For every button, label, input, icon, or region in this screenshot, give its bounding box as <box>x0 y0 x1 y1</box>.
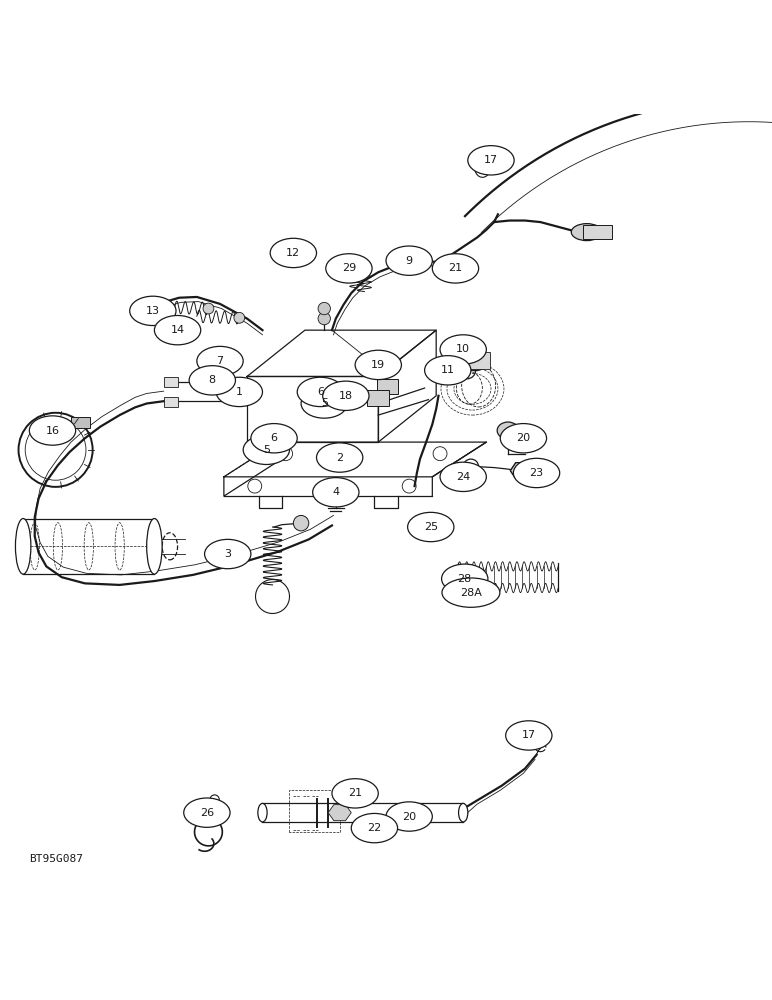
Text: 23: 23 <box>530 468 543 478</box>
Circle shape <box>161 302 171 312</box>
Text: 26: 26 <box>200 808 214 818</box>
Ellipse shape <box>506 721 552 750</box>
Circle shape <box>293 515 309 531</box>
Polygon shape <box>328 805 351 821</box>
Ellipse shape <box>317 443 363 472</box>
Ellipse shape <box>500 424 547 453</box>
Bar <box>164 377 178 387</box>
Text: 16: 16 <box>46 426 59 436</box>
Text: 2: 2 <box>336 453 344 463</box>
Text: 12: 12 <box>286 248 300 258</box>
Text: 28: 28 <box>458 574 472 584</box>
Bar <box>71 417 90 428</box>
Ellipse shape <box>205 539 251 569</box>
Ellipse shape <box>513 458 560 488</box>
Ellipse shape <box>301 389 347 418</box>
Ellipse shape <box>571 224 602 241</box>
Text: 10: 10 <box>456 344 470 354</box>
Ellipse shape <box>197 346 243 376</box>
Ellipse shape <box>497 422 519 439</box>
Ellipse shape <box>313 478 359 507</box>
Ellipse shape <box>216 377 262 407</box>
Bar <box>459 352 490 369</box>
Ellipse shape <box>251 424 297 453</box>
Text: 9: 9 <box>405 256 413 266</box>
Polygon shape <box>510 463 532 479</box>
Text: 1: 1 <box>235 387 243 397</box>
Ellipse shape <box>130 296 176 326</box>
Ellipse shape <box>468 146 514 175</box>
Text: 5: 5 <box>320 398 328 408</box>
Ellipse shape <box>15 519 31 574</box>
Ellipse shape <box>147 519 162 574</box>
Ellipse shape <box>297 377 344 407</box>
Ellipse shape <box>386 802 432 831</box>
Circle shape <box>318 302 330 315</box>
Text: 21: 21 <box>348 788 362 798</box>
Ellipse shape <box>326 254 372 283</box>
Ellipse shape <box>189 366 235 395</box>
Text: 21: 21 <box>449 263 462 273</box>
Ellipse shape <box>440 335 486 364</box>
Ellipse shape <box>459 803 468 822</box>
Ellipse shape <box>270 238 317 268</box>
Bar <box>583 225 612 239</box>
Bar <box>377 379 398 394</box>
Text: 8: 8 <box>208 375 216 385</box>
Ellipse shape <box>386 246 432 275</box>
Ellipse shape <box>425 356 471 385</box>
Text: 17: 17 <box>522 730 536 740</box>
Text: 6: 6 <box>270 433 278 443</box>
Ellipse shape <box>323 381 369 410</box>
Ellipse shape <box>355 350 401 380</box>
Ellipse shape <box>432 254 479 283</box>
Text: 14: 14 <box>171 325 185 335</box>
Text: 20: 20 <box>402 812 416 822</box>
Text: 24: 24 <box>456 472 470 482</box>
Text: 7: 7 <box>216 356 224 366</box>
Circle shape <box>318 312 330 325</box>
Text: 17: 17 <box>484 155 498 165</box>
Text: 19: 19 <box>371 360 385 370</box>
Ellipse shape <box>408 512 454 542</box>
Ellipse shape <box>154 315 201 345</box>
Ellipse shape <box>258 803 267 822</box>
Ellipse shape <box>442 578 499 607</box>
Bar <box>164 397 178 407</box>
Ellipse shape <box>442 564 488 593</box>
Text: BT95G087: BT95G087 <box>29 854 83 864</box>
Text: 18: 18 <box>339 391 353 401</box>
Text: 6: 6 <box>317 387 324 397</box>
Circle shape <box>234 312 245 323</box>
Ellipse shape <box>351 813 398 843</box>
Ellipse shape <box>29 416 76 445</box>
Ellipse shape <box>243 435 290 464</box>
Text: 28A: 28A <box>460 588 482 598</box>
Text: 5: 5 <box>262 445 270 455</box>
Ellipse shape <box>332 779 378 808</box>
Text: 25: 25 <box>424 522 438 532</box>
Bar <box>367 390 389 406</box>
Text: 20: 20 <box>516 433 530 443</box>
Text: 29: 29 <box>342 263 356 273</box>
Text: 22: 22 <box>367 823 381 833</box>
Ellipse shape <box>440 462 486 492</box>
Text: 3: 3 <box>224 549 232 559</box>
Text: 11: 11 <box>441 365 455 375</box>
Circle shape <box>203 303 214 314</box>
Text: 4: 4 <box>332 487 340 497</box>
Text: 13: 13 <box>146 306 160 316</box>
Ellipse shape <box>184 798 230 827</box>
Ellipse shape <box>461 351 488 371</box>
